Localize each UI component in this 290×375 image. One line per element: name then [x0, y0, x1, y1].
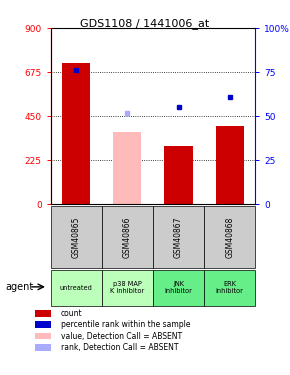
Bar [51, 206, 102, 268]
Text: GSM40868: GSM40868 [225, 216, 234, 258]
Text: count: count [61, 309, 83, 318]
Text: rank, Detection Call = ABSENT: rank, Detection Call = ABSENT [61, 343, 178, 352]
Bar [153, 270, 204, 306]
Text: GSM40867: GSM40867 [174, 216, 183, 258]
Text: agent: agent [6, 282, 34, 292]
Text: value, Detection Call = ABSENT: value, Detection Call = ABSENT [61, 332, 182, 340]
Text: untreated: untreated [60, 285, 93, 291]
Text: GSM40865: GSM40865 [72, 216, 81, 258]
Bar [62, 63, 90, 204]
Text: GSM40866: GSM40866 [123, 216, 132, 258]
Text: percentile rank within the sample: percentile rank within the sample [61, 320, 191, 329]
Text: JNK
inhibitor: JNK inhibitor [165, 281, 193, 294]
Bar [204, 206, 255, 268]
Bar [113, 132, 142, 204]
Bar [102, 206, 153, 268]
Bar [204, 270, 255, 306]
Text: GDS1108 / 1441006_at: GDS1108 / 1441006_at [80, 18, 210, 28]
Bar [51, 270, 102, 306]
Bar [164, 146, 193, 204]
Bar [153, 206, 204, 268]
Text: p38 MAP
K inhibitor: p38 MAP K inhibitor [110, 281, 144, 294]
Bar [215, 126, 244, 204]
Bar [102, 270, 153, 306]
Text: ERK
inhibitor: ERK inhibitor [216, 281, 244, 294]
